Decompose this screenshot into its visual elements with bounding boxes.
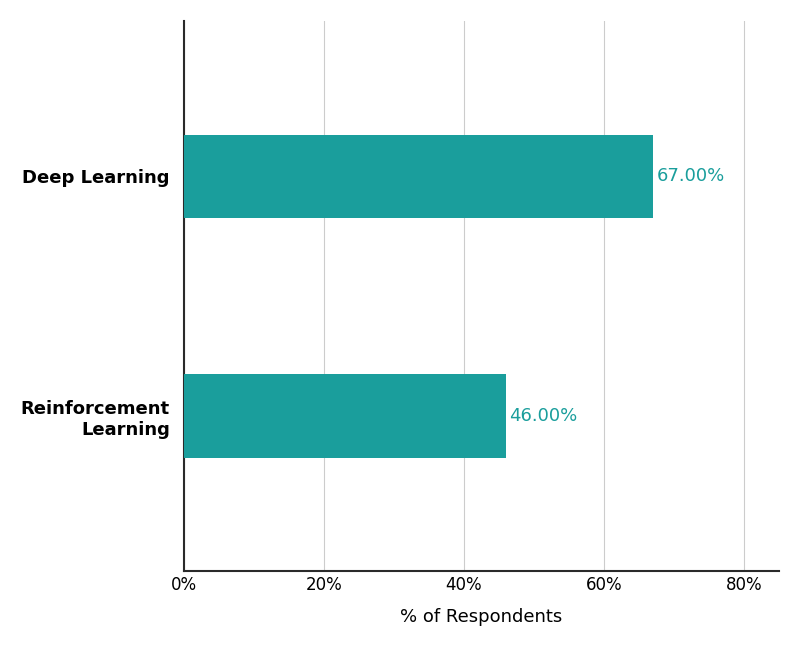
- Bar: [184, 374, 506, 457]
- Text: 67.00%: 67.00%: [657, 168, 725, 186]
- Bar: [184, 135, 653, 218]
- X-axis label: % of Respondents: % of Respondents: [400, 608, 562, 626]
- Text: 46.00%: 46.00%: [510, 407, 578, 425]
